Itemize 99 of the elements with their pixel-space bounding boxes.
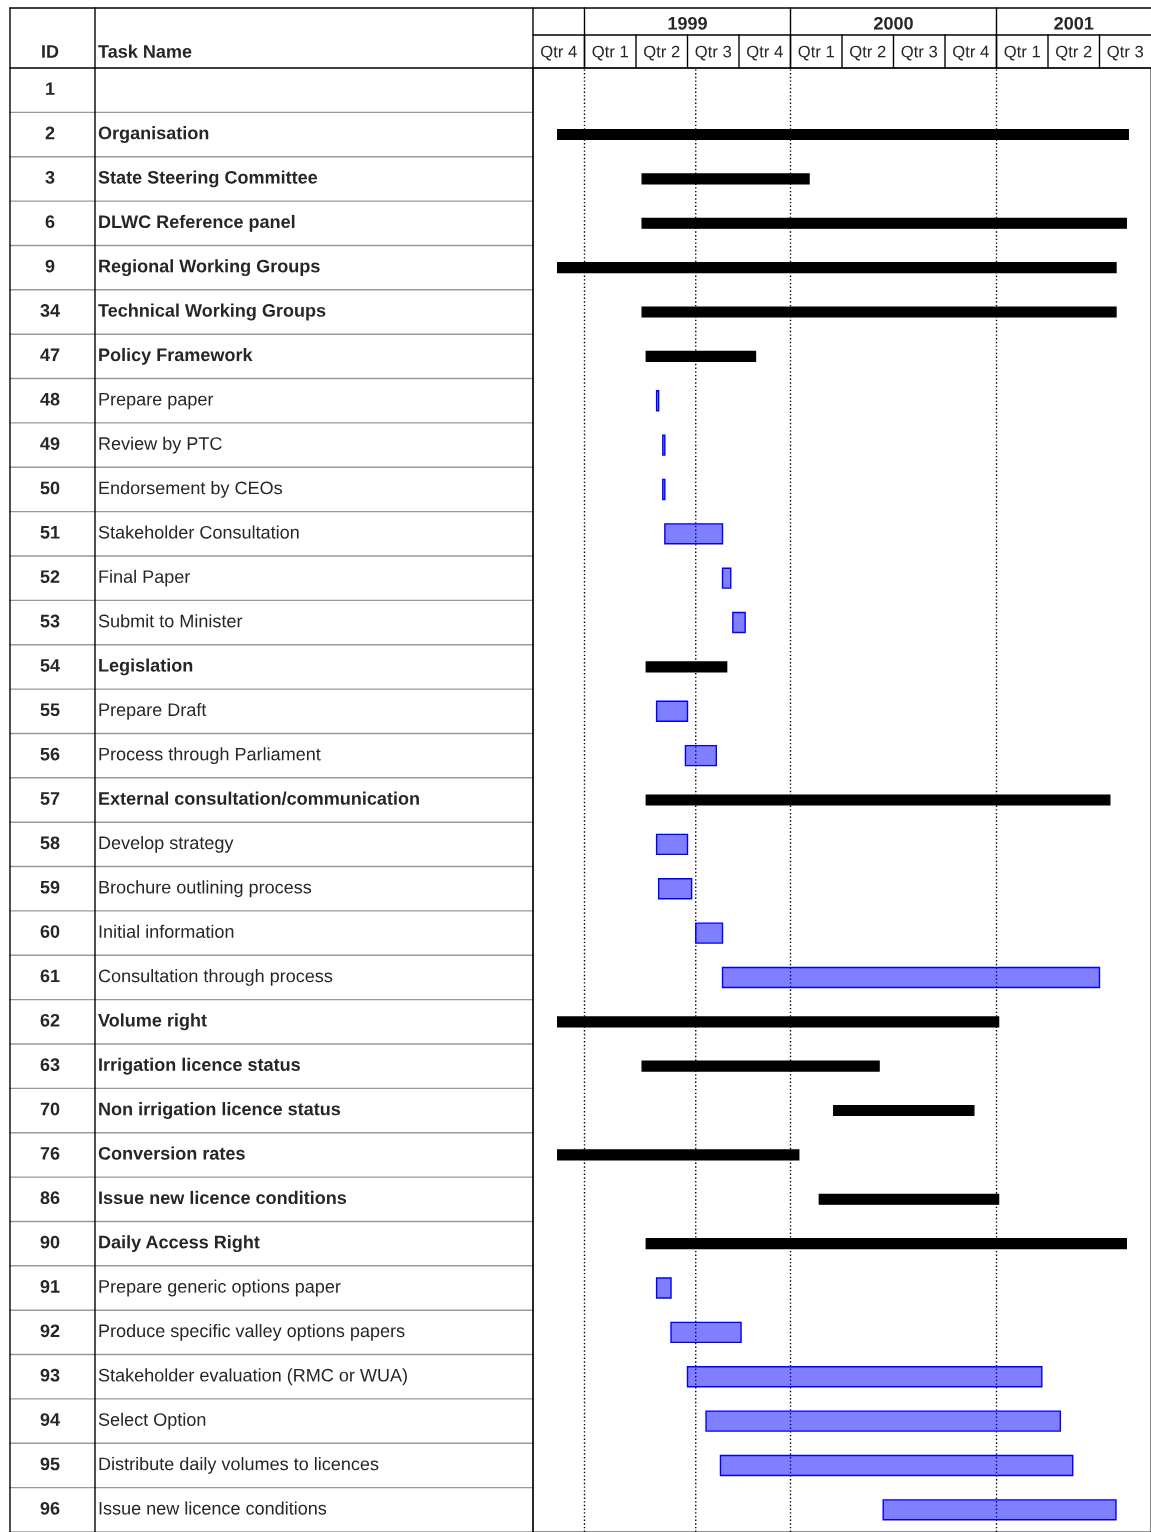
y-tick-label: Distribute daily volumes to licences: [99, 1457, 379, 1474]
bar: [882, 1499, 1117, 1521]
y2-tick-label: 50: [40, 481, 60, 495]
y2-tick-label: 52: [40, 570, 60, 584]
text: Qtr 1: [592, 45, 628, 61]
bar: [721, 966, 1101, 989]
y2-tick-label: 47: [40, 348, 60, 362]
y-tick-label: Consultation through process: [98, 969, 333, 986]
bar: [657, 878, 693, 900]
bar: [655, 700, 689, 722]
text: Qtr 4: [953, 45, 989, 61]
y-tick-label: Legislation: [99, 658, 193, 676]
text: Qtr 4: [747, 45, 783, 61]
y2-tick-label: 94: [40, 1413, 60, 1426]
y2-tick-label: 90: [40, 1235, 60, 1249]
text: Qtr 1: [798, 45, 834, 61]
y2-tick-label: 61: [40, 969, 60, 983]
y-tick-label: Submit to Minister: [98, 614, 243, 628]
y-tick-label: Irrigation licence status: [99, 1057, 300, 1075]
y-tick-label: Technical Working Groups: [98, 303, 326, 321]
y2-tick-label: 48: [40, 392, 60, 406]
y2-tick-label: 55: [40, 703, 60, 717]
text: Qtr 3: [695, 45, 732, 61]
x-tick-label: 2000: [874, 16, 913, 30]
x-tick-label: 2001: [1054, 16, 1094, 30]
y-tick-label: Initial information: [99, 924, 234, 938]
y2-tick-label: 62: [40, 1013, 60, 1027]
y2-tick-label: 91: [40, 1280, 60, 1293]
bar: [662, 434, 666, 456]
bar: [662, 478, 666, 501]
bar: [655, 833, 689, 856]
y2-tick-label: 58: [40, 836, 60, 850]
y-tick-label: Prepare generic options paper: [99, 1279, 341, 1297]
bar: [664, 523, 724, 545]
y-tick-label: Issue new licence conditions: [99, 1190, 347, 1205]
y-tick-label: Produce specific valley options papers: [99, 1323, 405, 1341]
bar: [719, 1454, 1074, 1477]
y2-tick-label: 56: [40, 747, 60, 761]
y2-tick-label: 54: [40, 659, 60, 672]
text: Qtr 1: [1004, 45, 1040, 61]
y2-tick-label: 59: [40, 880, 60, 894]
y-tick-label: Select Option: [98, 1412, 206, 1430]
y2-tick-label: 3: [45, 170, 55, 184]
bar: [655, 1277, 672, 1299]
text: Qtr 3: [1107, 45, 1144, 61]
y-tick-label: Conversion rates: [98, 1146, 245, 1160]
y2-tick-label: 96: [40, 1501, 60, 1515]
text: Qtr 2: [850, 45, 886, 61]
y-tick-label: Issue new licence conditions: [99, 1501, 327, 1515]
y-tick-label: Stakeholder Consultation: [98, 525, 299, 539]
y2-tick-label: 95: [40, 1457, 60, 1471]
y-tick-label: Daily Access Right: [99, 1235, 260, 1253]
y2-tick-label: 93: [40, 1368, 60, 1382]
y2-tick-label: 86: [40, 1191, 60, 1205]
x-tick-label: 1999: [668, 16, 707, 30]
text: Qtr 3: [901, 45, 938, 61]
y2-tick-label: 53: [40, 614, 60, 628]
y-tick-label: Stakeholder evaluation (RMC or WUA): [98, 1368, 407, 1386]
y2-tick-label: 92: [40, 1324, 60, 1338]
text: Task Name: [98, 44, 192, 58]
y-tick-label: Endorsement by CEOs: [99, 481, 282, 498]
y-tick-label: Review by PTC: [99, 436, 222, 454]
bar: [686, 1366, 1043, 1388]
y-tick-label: Develop strategy: [99, 835, 234, 853]
y2-tick-label: 70: [40, 1102, 60, 1116]
y2-tick-label: 51: [40, 526, 60, 539]
y-tick-label: Volume right: [98, 1013, 207, 1031]
y2-tick-label: 9: [45, 259, 55, 273]
y2-tick-label: 1: [46, 82, 55, 95]
text: Qtr 2: [644, 45, 680, 61]
bar: [670, 1321, 742, 1344]
y2-tick-label: 63: [40, 1058, 60, 1072]
y-tick-label: Policy Framework: [99, 347, 253, 365]
y-tick-label: DLWC Reference panel: [99, 214, 295, 232]
y-tick-label: Non irrigation licence status: [99, 1102, 341, 1119]
bar: [732, 611, 746, 634]
y-tick-label: External consultation/communication: [99, 791, 419, 806]
y2-tick-label: 2: [45, 126, 55, 140]
bar: [705, 1410, 1062, 1432]
y2-tick-label: 57: [40, 792, 60, 805]
bar: [695, 922, 724, 944]
y-tick-label: Prepare paper: [99, 392, 214, 410]
bar: [684, 744, 718, 767]
y-tick-label: Process through Parliament: [99, 747, 321, 765]
y2-tick-label: 34: [40, 304, 60, 317]
y-tick-label: State Steering Committee: [98, 170, 318, 188]
y2-tick-label: 60: [40, 925, 60, 938]
y-tick-label: Brochure outlining process: [99, 880, 312, 898]
y-tick-label: Prepare Draft: [99, 702, 207, 720]
y-tick-label: Final Paper: [99, 569, 191, 587]
y2-tick-label: 49: [40, 437, 60, 450]
text: ID: [42, 45, 59, 58]
bar: [721, 567, 732, 589]
text: Qtr 2: [1056, 45, 1092, 61]
y2-tick-label: 6: [45, 215, 55, 229]
text: Qtr 4: [541, 45, 577, 61]
y-tick-label: Organisation: [98, 126, 209, 143]
y-tick-label: Regional Working Groups: [99, 259, 320, 277]
y2-tick-label: 76: [40, 1146, 60, 1160]
